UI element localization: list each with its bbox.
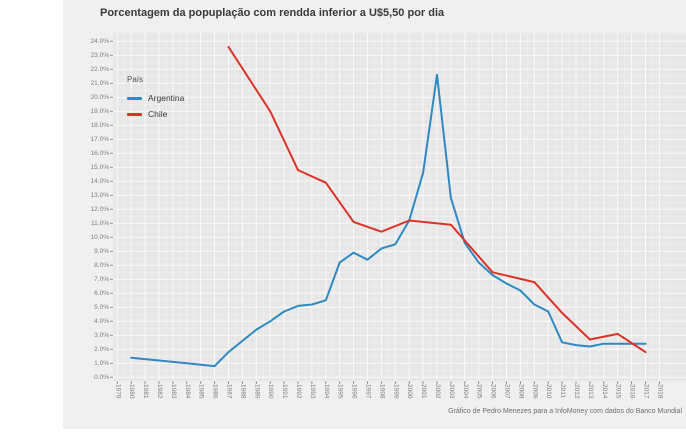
y-tick-label: 15.0%	[90, 163, 109, 171]
legend-label: Argentina	[148, 93, 185, 103]
plot-area	[110, 33, 686, 384]
x-tick-label: 1985	[197, 384, 205, 399]
x-tick-label: 2000	[406, 384, 414, 399]
x-tick-label: 2002	[434, 384, 441, 399]
x-tick-label: 1989	[253, 384, 261, 399]
x-tick-label: 2011	[559, 384, 567, 398]
x-tick-label: 2008	[517, 384, 525, 399]
y-tick-label: 13.0%	[90, 191, 109, 199]
x-tick-label: 1995	[336, 384, 344, 399]
y-tick-label: 8.0%	[94, 261, 109, 269]
x-tick-label: 2017	[642, 384, 650, 399]
caption: Gráfico de Pedro Menezes para a InfoMone…	[448, 408, 682, 415]
argentina-line	[130, 73, 647, 368]
x-tick-label: 2015	[614, 384, 622, 399]
x-tick-label: 2005	[475, 384, 483, 399]
y-tick-label: 9.0%	[94, 247, 109, 255]
legend-line-swatch	[127, 97, 142, 100]
y-tick-label: 22.0%	[90, 65, 109, 73]
y-tick-label: 17.0%	[90, 135, 109, 143]
legend-items: Argentina Chile	[127, 92, 184, 121]
x-tick-label: 1988	[239, 384, 247, 399]
x-tick-label: 2001	[420, 384, 428, 399]
legend: País Argentina Chile	[127, 75, 184, 124]
legend-item-chile: Chile	[127, 108, 184, 121]
x-tick-label: 2013	[586, 384, 594, 399]
x-tick-label: 2016	[628, 384, 636, 399]
y-tick-label: 16.0%	[90, 149, 109, 157]
legend-line-swatch	[127, 113, 142, 116]
x-tick-label: 1987	[225, 384, 233, 399]
x-tick-label: 2009	[531, 384, 539, 399]
x-tick-label: 1994	[322, 384, 330, 399]
y-tick-label: 12.0%	[90, 205, 109, 213]
x-tick-label: 1996	[350, 384, 358, 399]
x-tick-label: 1990	[267, 384, 275, 399]
x-tick-label: 1979	[114, 384, 122, 399]
x-tick-label: 1980	[128, 384, 136, 399]
x-tick-label: 1986	[211, 384, 219, 399]
x-tick-label: 1982	[156, 384, 163, 399]
y-tick-label: 19.0%	[90, 107, 109, 115]
y-tick-label: 1.0%	[94, 359, 109, 367]
x-tick-label: 1998	[378, 384, 386, 399]
y-tick-label: 4.0%	[94, 317, 109, 325]
y-tick-label: 5.0%	[94, 303, 109, 311]
y-tick-label: 2.0%	[94, 345, 109, 353]
x-tick-label: 2018	[656, 384, 664, 399]
panel-background	[113, 33, 686, 381]
x-tick-label: 1992	[295, 384, 302, 399]
legend-label: Chile	[148, 109, 168, 119]
x-tick-label: 2012	[573, 384, 580, 399]
y-tick-label: 7.0%	[94, 275, 109, 283]
x-tick-label: 1997	[364, 384, 372, 399]
x-tick-label: 1981	[142, 384, 150, 399]
x-tick-label: 2004	[461, 384, 469, 399]
chile-line	[227, 45, 647, 354]
x-tick-label: 1993	[308, 384, 316, 399]
legend-title: País	[127, 75, 144, 84]
y-tick-label: 11.0%	[91, 219, 109, 227]
x-tick-label: 1983	[169, 384, 177, 399]
x-tick-label: 2014	[600, 384, 608, 399]
y-tick-label: 0.0%	[94, 373, 109, 381]
y-tick-label: 10.0%	[90, 233, 109, 241]
x-tick-label: 1999	[392, 384, 400, 399]
x-tick-label: 1991	[281, 384, 289, 399]
x-tick-label: 2003	[447, 384, 455, 399]
y-tick-label: 14.0%	[90, 177, 109, 185]
y-tick-label: 21.0%	[90, 79, 109, 87]
chart-figure: Porcentagem da popuplação com rendda inf…	[63, 0, 686, 429]
legend-item-argentina: Argentina	[127, 92, 184, 105]
x-tick-label: 2010	[545, 384, 553, 399]
x-tick-label: 2007	[503, 384, 511, 399]
x-tick-label: 2006	[489, 384, 497, 399]
chart-title: Porcentagem da popuplação com rendda inf…	[100, 7, 445, 19]
y-tick-label: 20.0%	[90, 93, 109, 101]
x-tick-label: 1984	[183, 384, 191, 399]
y-tick-label: 23.0%	[90, 51, 109, 59]
y-tick-label: 24.0%	[90, 37, 109, 45]
y-tick-label: 6.0%	[94, 289, 109, 297]
y-tick-label: 18.0%	[90, 121, 109, 129]
y-tick-label: 3.0%	[94, 331, 109, 339]
